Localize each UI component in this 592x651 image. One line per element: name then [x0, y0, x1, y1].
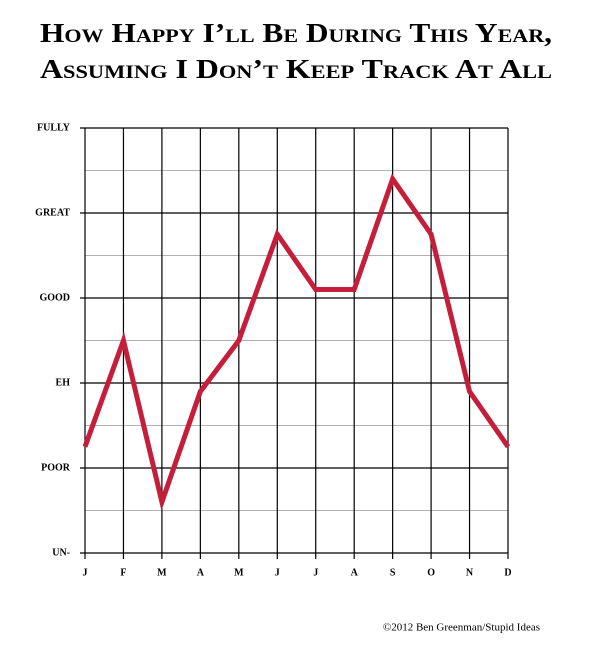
credit: ©2012 Ben Greenman/Stupid Ideas — [383, 622, 540, 634]
x-tick-label: S — [390, 567, 396, 578]
x-tick-label: J — [313, 567, 318, 578]
x-tick-label: J — [83, 567, 88, 578]
y-tick-label: GREAT — [35, 207, 70, 218]
y-tick-label: FULLY — [37, 122, 71, 133]
data-line — [82, 173, 511, 511]
y-tick-label: EH — [56, 377, 71, 388]
x-tick-label: M — [234, 567, 244, 578]
x-tick-label: A — [197, 567, 205, 578]
x-tick-label: D — [504, 567, 511, 578]
x-tick-label: O — [427, 567, 435, 578]
y-tick-label: POOR — [41, 462, 71, 473]
x-tick-label: M — [157, 567, 167, 578]
x-tick-label: N — [466, 567, 474, 578]
y-tick-label: GOOD — [39, 292, 70, 303]
x-tick-label: A — [351, 567, 359, 578]
x-tick-label: F — [120, 567, 126, 578]
x-tick-label: J — [275, 567, 280, 578]
y-tick-label: UN- — [52, 547, 70, 558]
chart-title: How Happy I’ll Be During This Year, — [40, 18, 552, 48]
chart-title: Assuming I Don’t Keep Track At All — [40, 54, 552, 84]
